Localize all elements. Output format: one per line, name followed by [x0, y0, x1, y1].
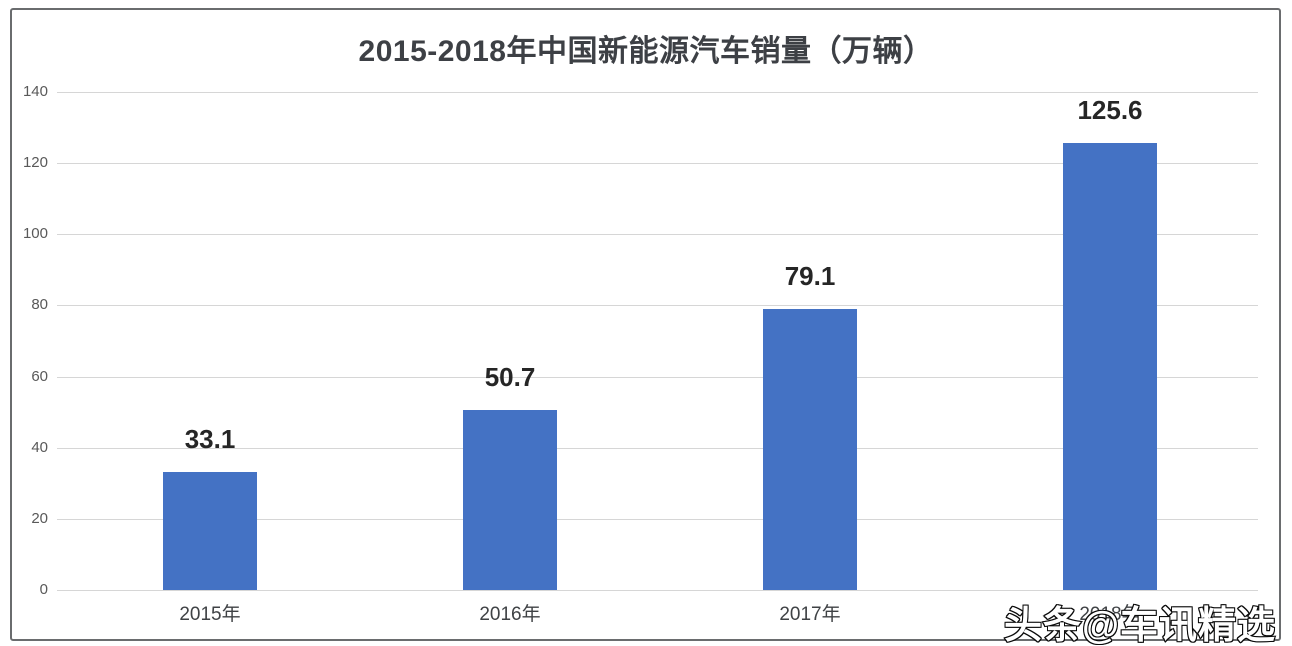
y-axis-tick-label: 0	[39, 581, 48, 598]
y-axis-tick-label: 100	[22, 225, 48, 242]
bar-2018年	[1063, 143, 1157, 590]
gridline	[57, 519, 1258, 520]
x-axis-category-label: 2015年	[179, 604, 241, 625]
y-axis-tick-label: 140	[22, 83, 48, 100]
bar-2017年	[763, 309, 857, 590]
x-axis-category-label: 2017年	[779, 604, 841, 625]
gridline	[57, 92, 1258, 93]
y-axis-tick-label: 20	[31, 510, 48, 527]
gridline	[57, 163, 1258, 164]
y-axis-tick-label: 80	[31, 296, 48, 313]
bar-2015年	[163, 472, 257, 590]
y-axis-tick-label: 40	[31, 439, 48, 456]
bar-2016年	[463, 410, 557, 590]
gridline	[57, 448, 1258, 449]
gridline	[57, 305, 1258, 306]
gridline	[57, 377, 1258, 378]
watermark: 头条@车讯精选	[1003, 604, 1276, 646]
bar-value-label: 125.6	[1077, 95, 1143, 125]
bar-value-label: 79.1	[784, 261, 836, 291]
bar-value-label: 50.7	[484, 362, 536, 392]
x-axis-category-label: 2018年	[1079, 604, 1141, 625]
gridline	[57, 590, 1258, 591]
chart-title: 2015-2018年中国新能源汽车销量（万辆）	[358, 35, 934, 68]
x-axis-category-label: 2016年	[479, 604, 541, 625]
bar-value-label: 33.1	[184, 424, 236, 454]
y-axis-tick-label: 120	[22, 154, 48, 171]
y-axis-tick-label: 60	[31, 368, 48, 385]
gridline	[57, 234, 1258, 235]
